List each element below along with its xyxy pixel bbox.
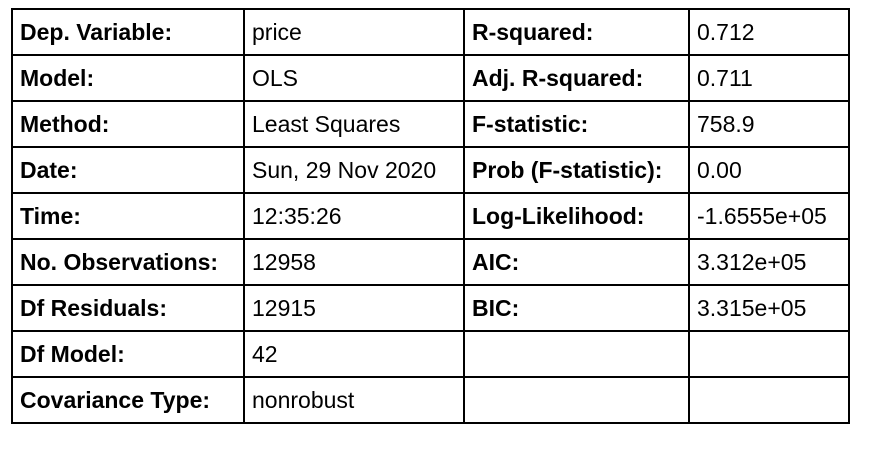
stat-label: BIC: [463,284,690,332]
stat-label: AIC: [463,238,690,286]
empty-cell [688,330,850,378]
stat-value: 0.00 [688,146,850,194]
stat-value: 3.312e+05 [688,238,850,286]
table-row: Time: 12:35:26 Log-Likelihood: -1.6555e+… [11,192,850,240]
stat-value: 0.711 [688,54,850,102]
stat-value: OLS [243,54,465,102]
stat-value: 0.712 [688,8,850,56]
stat-value: nonrobust [243,376,465,424]
stat-label: Prob (F-statistic): [463,146,690,194]
table-row: Covariance Type: nonrobust [11,376,850,424]
table-row: Date: Sun, 29 Nov 2020 Prob (F-statistic… [11,146,850,194]
stat-label: Df Residuals: [11,284,245,332]
stat-label: Df Model: [11,330,245,378]
empty-cell [463,330,690,378]
table-row: No. Observations: 12958 AIC: 3.312e+05 [11,238,850,286]
stat-label: Log-Likelihood: [463,192,690,240]
stat-label: Covariance Type: [11,376,245,424]
empty-cell [463,376,690,424]
table-row: Method: Least Squares F-statistic: 758.9 [11,100,850,148]
stat-value: Least Squares [243,100,465,148]
stat-label: Method: [11,100,245,148]
regression-summary-table: Dep. Variable: price R-squared: 0.712 Mo… [11,8,850,424]
stat-value: 3.315e+05 [688,284,850,332]
stat-value: 758.9 [688,100,850,148]
table-row: Df Residuals: 12915 BIC: 3.315e+05 [11,284,850,332]
stat-label: Adj. R-squared: [463,54,690,102]
table-row: Df Model: 42 [11,330,850,378]
stat-value: price [243,8,465,56]
stat-value: Sun, 29 Nov 2020 [243,146,465,194]
stat-value: -1.6555e+05 [688,192,850,240]
stat-value: 12:35:26 [243,192,465,240]
stat-label: Time: [11,192,245,240]
stat-label: Model: [11,54,245,102]
stat-value: 12958 [243,238,465,286]
empty-cell [688,376,850,424]
table-row: Model: OLS Adj. R-squared: 0.711 [11,54,850,102]
table-row: Dep. Variable: price R-squared: 0.712 [11,8,850,56]
stat-label: No. Observations: [11,238,245,286]
stat-value: 42 [243,330,465,378]
stat-label: Dep. Variable: [11,8,245,56]
stat-label: Date: [11,146,245,194]
stat-label: R-squared: [463,8,690,56]
stat-value: 12915 [243,284,465,332]
stat-label: F-statistic: [463,100,690,148]
